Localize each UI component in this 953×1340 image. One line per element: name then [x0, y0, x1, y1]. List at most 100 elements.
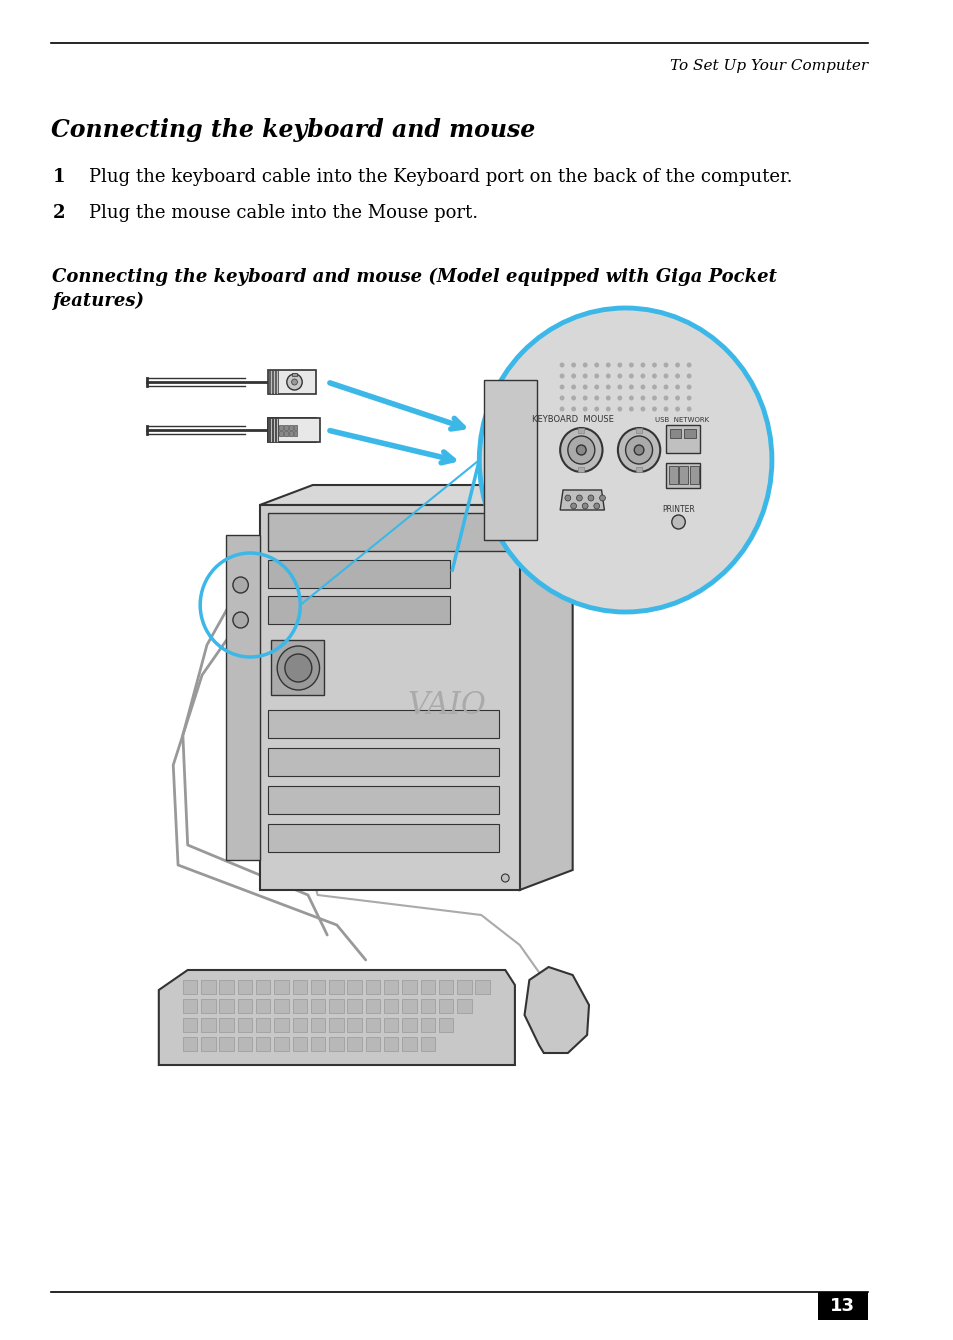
Bar: [311, 1000, 325, 1013]
Bar: [347, 1037, 361, 1051]
Polygon shape: [559, 490, 604, 511]
Bar: [420, 1018, 435, 1032]
Text: 13: 13: [829, 1297, 854, 1315]
Bar: [402, 1037, 416, 1051]
Bar: [438, 1000, 453, 1013]
Circle shape: [233, 612, 248, 628]
Bar: [438, 1018, 453, 1032]
Bar: [201, 1000, 215, 1013]
Circle shape: [581, 502, 587, 509]
Bar: [219, 1018, 233, 1032]
Circle shape: [594, 406, 598, 411]
Bar: [665, 425, 699, 453]
Bar: [274, 1018, 289, 1032]
Circle shape: [559, 363, 564, 367]
Circle shape: [605, 406, 610, 411]
Circle shape: [639, 395, 644, 401]
Bar: [237, 1000, 252, 1013]
Bar: [279, 425, 283, 430]
Circle shape: [277, 646, 319, 690]
Circle shape: [686, 385, 691, 390]
Circle shape: [628, 363, 633, 367]
Circle shape: [593, 502, 599, 509]
Bar: [267, 513, 512, 551]
Circle shape: [559, 427, 602, 472]
Circle shape: [571, 374, 576, 378]
Bar: [384, 1037, 398, 1051]
Bar: [347, 1000, 361, 1013]
Bar: [201, 1018, 215, 1032]
Text: 2: 2: [52, 204, 65, 221]
Polygon shape: [524, 967, 588, 1053]
Bar: [284, 431, 288, 436]
Bar: [219, 1000, 233, 1013]
Text: PRINTER: PRINTER: [661, 505, 694, 515]
Bar: [668, 466, 677, 484]
Bar: [402, 1018, 416, 1032]
Circle shape: [639, 363, 644, 367]
Bar: [267, 710, 498, 738]
Circle shape: [686, 363, 691, 367]
Bar: [293, 1000, 307, 1013]
Circle shape: [675, 406, 679, 411]
Circle shape: [617, 374, 621, 378]
Bar: [365, 1000, 380, 1013]
Circle shape: [582, 374, 587, 378]
Circle shape: [571, 406, 576, 411]
Bar: [438, 980, 453, 994]
Circle shape: [576, 494, 581, 501]
Circle shape: [501, 874, 509, 882]
Bar: [311, 1018, 325, 1032]
Bar: [226, 535, 259, 860]
Circle shape: [617, 385, 621, 390]
Bar: [274, 418, 275, 442]
Circle shape: [285, 654, 312, 682]
Circle shape: [559, 374, 564, 378]
Circle shape: [675, 385, 679, 390]
Circle shape: [628, 385, 633, 390]
Circle shape: [663, 374, 668, 378]
Bar: [267, 824, 498, 852]
Bar: [294, 431, 297, 436]
Bar: [219, 1037, 233, 1051]
Circle shape: [605, 385, 610, 390]
Circle shape: [652, 363, 657, 367]
Bar: [237, 1037, 252, 1051]
Circle shape: [478, 308, 771, 612]
Bar: [293, 980, 307, 994]
Circle shape: [671, 515, 684, 529]
Bar: [284, 425, 288, 430]
Circle shape: [576, 445, 585, 456]
Bar: [201, 1037, 215, 1051]
Circle shape: [605, 363, 610, 367]
Bar: [267, 418, 320, 442]
Polygon shape: [158, 970, 515, 1065]
Circle shape: [571, 363, 576, 367]
Text: Connecting the keyboard and mouse: Connecting the keyboard and mouse: [51, 118, 535, 142]
Circle shape: [652, 385, 657, 390]
Bar: [276, 370, 278, 394]
Bar: [255, 1000, 270, 1013]
Bar: [420, 980, 435, 994]
Bar: [578, 468, 583, 472]
Bar: [817, 1292, 867, 1320]
Circle shape: [686, 374, 691, 378]
Circle shape: [675, 363, 679, 367]
Circle shape: [652, 395, 657, 401]
Circle shape: [582, 363, 587, 367]
Bar: [456, 980, 471, 994]
Text: KEYBOARD  MOUSE: KEYBOARD MOUSE: [531, 415, 613, 423]
Bar: [329, 1000, 343, 1013]
Circle shape: [639, 406, 644, 411]
Bar: [679, 466, 687, 484]
Bar: [289, 431, 293, 436]
Bar: [237, 1018, 252, 1032]
Bar: [267, 370, 269, 394]
Circle shape: [594, 374, 598, 378]
Bar: [255, 1018, 270, 1032]
Bar: [267, 787, 498, 813]
Bar: [274, 980, 289, 994]
Circle shape: [287, 374, 302, 390]
Bar: [270, 418, 273, 442]
Circle shape: [571, 395, 576, 401]
